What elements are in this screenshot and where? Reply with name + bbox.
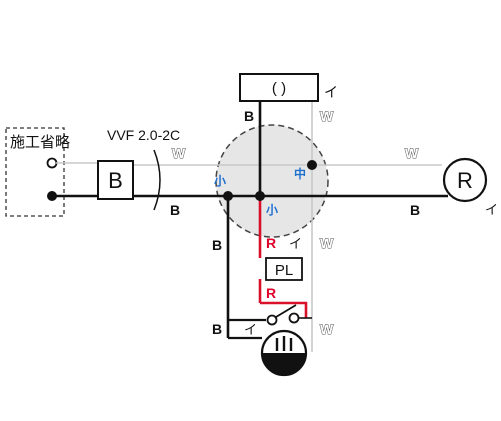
switch-lever [275,304,297,318]
joint-box-circle [215,124,329,238]
sleeve-middle: 中 [294,166,306,181]
wire-label-black-vertical-upper: B [212,237,222,253]
motor-r-label: R [457,168,473,193]
cable-bundle-mark [153,149,161,211]
wire-label-white-lower: W [320,321,334,337]
wire-label-white-top: W [320,108,334,124]
motor-r-circle [442,157,488,203]
pilot-lamp-box [265,257,303,281]
wire-label-white-right: W [405,145,419,161]
wire-label-black-left: B [170,202,180,218]
wire-label-black-top: B [244,108,254,124]
wire-label-white-pl: W [320,235,334,251]
wire-label-white-cable: W [172,145,186,161]
source-terminal-white [46,157,58,169]
switch-symbol: イ [244,322,257,337]
ceiling-light-symbol: イ [324,84,338,100]
switch-contact-right [288,312,300,324]
junction-dot-right [307,160,317,170]
ceiling-light-parens: ( ) [272,80,286,97]
wire-label-red-lower: R [266,285,276,301]
junction-dot-center [255,191,265,201]
wire-label-black-vertical-lower: B [212,321,222,337]
pilot-lamp-label: PL [275,262,293,279]
wire-label-red-upper: R [266,235,276,251]
omitted-section-box [5,127,65,217]
red-wire-to-switch [260,301,308,318]
breaker-box [97,160,134,200]
cable-spec-label: VVF 2.0-2C [107,127,180,143]
pilot-lamp-symbol: イ [289,236,302,251]
junction-dot-left [223,191,233,201]
omitted-section-label: 施工省略 [10,134,70,151]
sleeve-small-left: 小 [214,173,226,188]
breaker-label: B [108,168,123,193]
switch-contact-left [266,314,278,326]
outlet-lower-fill [262,353,306,375]
ceiling-light-fixture [239,73,319,102]
wire-label-black-right: B [410,202,420,218]
motor-side-symbol: イ [485,202,498,217]
sleeve-small-center: 小 [266,202,278,217]
